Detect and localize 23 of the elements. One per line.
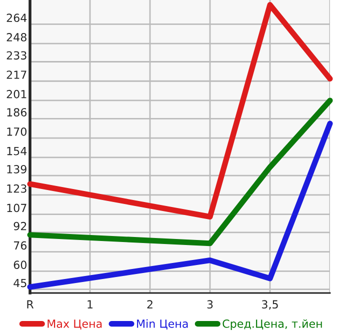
y-tick-label: 76: [14, 241, 27, 250]
y-tick-label: 60: [14, 260, 26, 270]
y-tick-label: 233: [6, 51, 26, 60]
y-tick-label: 154: [7, 146, 27, 156]
legend-label: Min Цена: [137, 319, 188, 330]
y-tick-label: 170: [7, 127, 26, 136]
y-tick-label: 123: [7, 184, 26, 193]
y-tick-label: 92: [14, 222, 26, 230]
y-tick-label: 107: [7, 204, 26, 212]
legend-label: Сред.Цена, т.йен: [222, 319, 322, 330]
x-tick-label: 2: [147, 300, 152, 308]
y-tick-label: 186: [7, 108, 27, 116]
y-tick-label: 139: [7, 165, 26, 174]
x-tick-label: 1: [88, 300, 93, 308]
y-tick-label: 201: [6, 90, 26, 98]
legend-label: Max Цена: [48, 320, 102, 330]
x-tick-label: 3,5: [262, 300, 278, 310]
y-tick-label: 217: [6, 70, 26, 79]
y-tick-label: 45: [14, 278, 26, 288]
x-tick-label: R: [27, 300, 34, 308]
x-tick-label: 3: [207, 300, 213, 309]
y-tick-label: 248: [6, 33, 26, 42]
y-tick-label: 264: [6, 14, 27, 22]
